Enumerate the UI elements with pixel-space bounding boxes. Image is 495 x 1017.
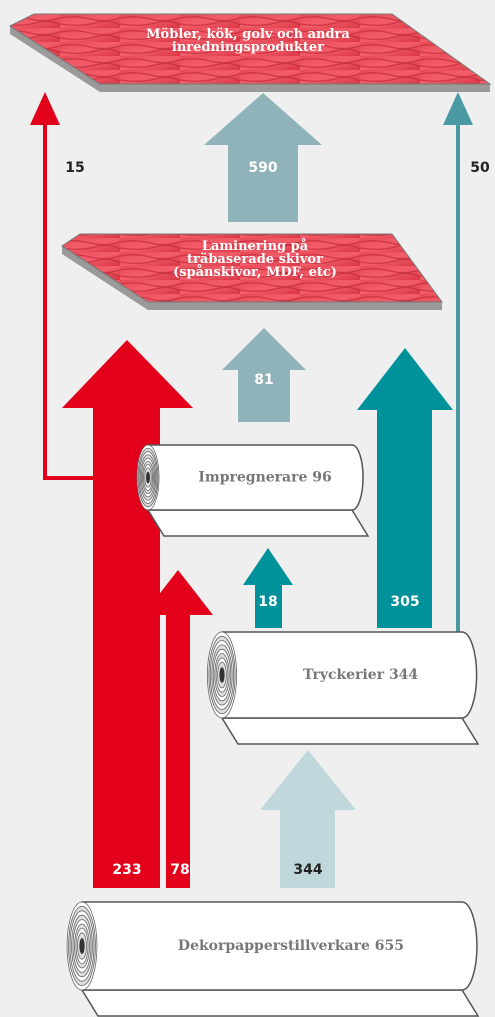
arrow [357,348,453,628]
paper-sheet [148,510,368,536]
roll-label: Tryckerier 344 [303,667,418,683]
roll-core [219,667,224,682]
arrow [204,93,322,222]
arrow [243,548,293,628]
flow-label: 50 [470,160,490,176]
diagram: Möbler, kök, golv och andrainredningspro… [0,0,495,1017]
board-label: (spånskivor, MDF, etc) [173,264,337,280]
board-label: inredningsprodukter [172,40,324,55]
paper-sheet [222,718,478,744]
roll-label: Impregnerare 96 [198,470,331,486]
roll-core [79,938,84,954]
flow-label: 305 [390,594,419,610]
flow-label: 15 [65,160,84,176]
roll-core [146,472,150,484]
flow-label: 18 [258,594,277,610]
flow-label: 590 [248,160,277,176]
flow-label: 81 [254,372,273,388]
arrow-head [30,92,60,125]
roll-label: Dekorpapperstillverkare 655 [178,938,404,954]
paper-sheet [82,990,478,1016]
flow-label: 233 [112,862,141,878]
flow-label: 78 [170,862,189,878]
arrow-head [443,92,473,125]
flow-label: 344 [293,862,322,878]
